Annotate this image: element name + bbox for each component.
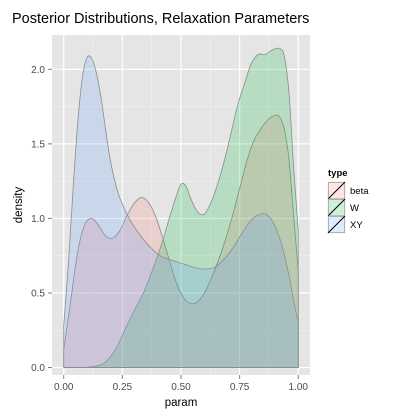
x-axis-ticks: 0.00 0.25 0.50 0.75 1.00	[54, 375, 308, 393]
chart-title: Posterior Distributions, Relaxation Para…	[12, 11, 309, 27]
legend: type beta W XY	[327, 168, 369, 234]
density-areas	[63, 47, 299, 369]
x-tick-label: 1.00	[289, 382, 309, 393]
x-tick-label: 0.25	[113, 382, 133, 393]
y-axis-label: density	[13, 187, 25, 224]
x-axis-label: param	[165, 397, 198, 409]
x-tick-label: 0.00	[54, 382, 74, 393]
legend-key-slash	[327, 215, 346, 234]
legend-label-beta: beta	[350, 186, 369, 197]
x-tick-label: 0.75	[230, 382, 250, 393]
y-tick-label: 0.0	[31, 363, 45, 374]
x-tick-label: 0.50	[171, 382, 191, 393]
y-axis-ticks: 0.0 0.5 1.0 1.5 2.0	[31, 65, 52, 374]
legend-label-xy: XY	[350, 220, 363, 231]
y-tick-label: 1.0	[31, 214, 45, 225]
y-tick-label: 1.5	[31, 139, 45, 150]
legend-label-w: W	[350, 203, 359, 214]
y-tick-label: 2.0	[31, 65, 45, 76]
legend-title: type	[328, 168, 348, 179]
density-area-w	[63, 47, 299, 369]
legend-key-slash	[327, 181, 346, 200]
density-area-xy	[63, 55, 299, 368]
legend-key-slash	[327, 198, 346, 217]
y-tick-label: 0.5	[31, 288, 45, 299]
density-area-beta	[63, 114, 299, 368]
